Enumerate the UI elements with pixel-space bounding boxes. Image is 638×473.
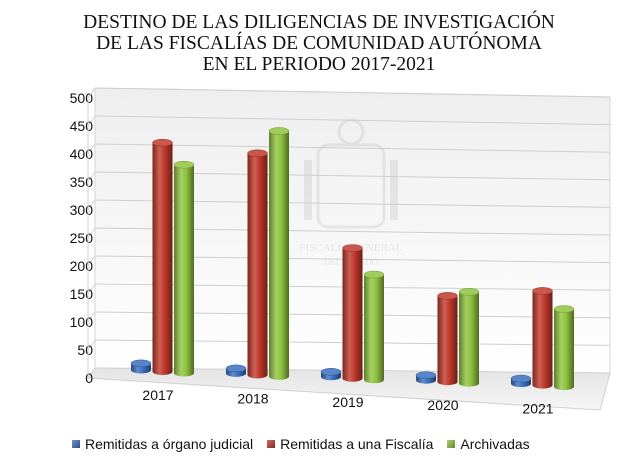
x-tick-label: 2020 <box>427 397 458 413</box>
bar-2020-archivadas <box>458 288 480 387</box>
legend-swatch <box>447 440 456 448</box>
x-tick-label: 2021 <box>522 401 553 417</box>
gridline-side <box>87 115 96 127</box>
chart-title-line-2: DE LAS FISCALÍAS DE COMUNIDAD AUTÓNOMA <box>96 33 542 54</box>
x-tick-label: 2017 <box>142 387 173 403</box>
y-tick-label: 100 <box>70 314 94 330</box>
bar-2019-remitidas-a-organo-judicial <box>320 368 342 381</box>
chart-title-line-1: DESTINO DE LAS DILIGENCIAS DE INVESTIGAC… <box>83 12 555 33</box>
gridline-side <box>87 367 96 379</box>
gridline-side <box>87 171 96 183</box>
bar-2020-remitidas-a-una-fiscalia <box>437 292 458 386</box>
legend-label: Remitidas a órgano judicial <box>85 436 254 452</box>
chart-title: DESTINO DE LAS DILIGENCIAS DE INVESTIGAC… <box>0 12 638 75</box>
bar-2019-archivadas <box>363 270 385 384</box>
bar-2021-archivadas <box>553 305 575 391</box>
bar-2018-archivadas <box>268 127 290 380</box>
bar-2018-remitidas-a-organo-judicial <box>225 364 247 377</box>
y-tick-label: 50 <box>77 342 93 358</box>
legend-item: Remitidas a órgano judicial <box>72 436 253 452</box>
bar-2017-remitidas-a-una-fiscalia <box>152 138 173 375</box>
legend-label: Remitidas a una Fiscalía <box>280 436 434 452</box>
gridline-side <box>87 199 96 211</box>
y-tick-label: 150 <box>70 286 94 302</box>
gridline <box>94 143 611 153</box>
y-tick-label: 450 <box>70 118 94 134</box>
bar-2020-remitidas-a-organo-judicial <box>415 371 437 384</box>
gridline <box>94 115 611 126</box>
gridline-side <box>87 311 96 323</box>
y-tick-label: 350 <box>70 174 94 190</box>
y-tick-label: 200 <box>70 258 94 274</box>
legend-label: Archivadas <box>460 436 530 452</box>
legend-item: Archivadas <box>447 436 530 452</box>
legend-swatch <box>72 440 80 448</box>
bar-2019-remitidas-a-una-fiscalia <box>342 244 363 382</box>
gridline-side <box>87 143 96 155</box>
legend-item: Remitidas a una Fiscalía <box>267 436 433 452</box>
y-tick-label: 300 <box>70 202 94 218</box>
gridline-side <box>87 283 96 295</box>
bar-2017-remitidas-a-organo-judicial <box>130 359 152 374</box>
gridline-side <box>87 227 96 239</box>
y-tick-label: 400 <box>70 146 94 162</box>
chart-title-line-3: EN EL PERIODO 2017-2021 <box>202 54 436 75</box>
bar-2017-archivadas <box>173 160 195 377</box>
gridline <box>94 87 611 98</box>
x-tick-label: 2019 <box>332 394 363 410</box>
bar-2021-remitidas-a-una-fiscalia <box>532 287 553 389</box>
gridline-side <box>87 339 96 351</box>
y-tick-label: 250 <box>70 230 94 246</box>
bar-2018-remitidas-a-una-fiscalia <box>247 149 268 379</box>
chart-legend: Remitidas a órgano judicial Remitidas a u… <box>72 434 544 454</box>
y-tick-label: 500 <box>70 90 94 106</box>
legend-swatch <box>267 440 276 448</box>
x-tick-label: 2018 <box>237 390 268 406</box>
gridline-side <box>87 255 96 267</box>
y-tick-label: 0 <box>85 370 93 386</box>
bar-2021-remitidas-a-organo-judicial <box>510 374 532 388</box>
